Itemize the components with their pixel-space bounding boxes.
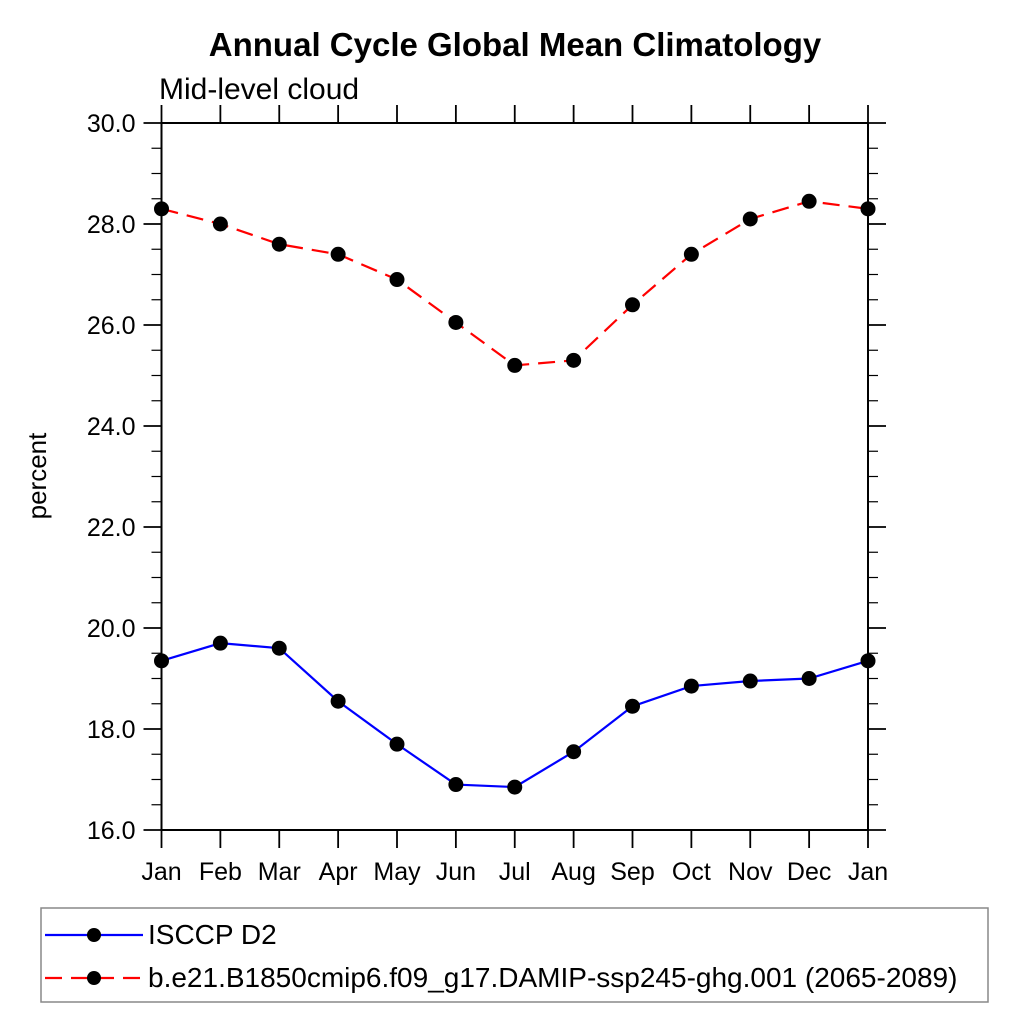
y-tick-label: 20.0 xyxy=(87,615,136,643)
legend: ISCCP D2 b.e21.B1850cmip6.f09_g17.DAMIP-… xyxy=(40,907,989,1003)
series-line-1 xyxy=(161,200,869,367)
legend-box xyxy=(40,907,989,1003)
x-tick-label: Mar xyxy=(258,858,301,886)
data-point-marker xyxy=(448,777,464,793)
x-tick-label: May xyxy=(373,858,421,886)
x-tick-label: Feb xyxy=(199,858,242,886)
y-tick-label: 26.0 xyxy=(87,312,136,340)
data-point-marker xyxy=(683,678,699,694)
data-point-marker xyxy=(154,201,169,217)
x-tick-label: Jul xyxy=(499,858,531,886)
data-point-marker xyxy=(271,640,287,656)
data-point-marker xyxy=(212,635,228,651)
data-point-marker xyxy=(566,352,582,368)
data-point-marker xyxy=(860,653,876,669)
x-tick-label: Jan xyxy=(848,858,888,886)
chart-title: Annual Cycle Global Mean Climatology xyxy=(209,26,822,63)
x-tick-label: Oct xyxy=(672,858,711,886)
y-tick-label: 30.0 xyxy=(87,110,136,138)
x-tick-label: Jan xyxy=(141,858,181,886)
x-tick-label: Jun xyxy=(436,858,476,886)
y-axis-label: percent xyxy=(22,432,52,519)
axes: 16.0 18.0 20.0 22.0 24.0 26.0 28.0 30.0 Jan Feb Ma… xyxy=(87,105,888,886)
chart-subtitle: Mid-level cloud xyxy=(159,73,359,106)
data-point-marker xyxy=(271,236,287,252)
data-point-marker xyxy=(860,201,876,217)
data-point-marker xyxy=(330,246,346,262)
y-tick-label: 16.0 xyxy=(87,817,136,845)
data-point-marker xyxy=(330,693,346,709)
data-point-marker xyxy=(801,193,817,209)
x-tick-label: Sep xyxy=(610,858,654,886)
plot-frame xyxy=(160,122,869,831)
data-point-marker xyxy=(742,211,758,227)
legend-marker-model xyxy=(87,971,101,985)
y-tick-label: 28.0 xyxy=(87,211,136,239)
data-point-marker xyxy=(154,653,169,669)
data-point-marker xyxy=(683,246,699,262)
data-point-marker xyxy=(389,272,405,288)
data-point-marker xyxy=(507,357,523,373)
data-point-marker xyxy=(212,216,228,232)
y-tick-label: 24.0 xyxy=(87,413,136,441)
legend-label-model: b.e21.B1850cmip6.f09_g17.DAMIP-ssp245-gh… xyxy=(148,962,957,993)
plot-series xyxy=(154,193,876,795)
data-point-marker xyxy=(625,297,640,313)
y-tick-label: 22.0 xyxy=(87,514,136,542)
data-point-marker xyxy=(566,744,582,760)
data-point-marker xyxy=(507,779,523,795)
x-tick-label: Dec xyxy=(787,858,831,886)
data-point-marker xyxy=(448,314,464,330)
data-point-marker xyxy=(801,671,817,686)
series-line-0 xyxy=(161,642,869,789)
legend-label-isccp: ISCCP D2 xyxy=(148,919,277,950)
x-tick-label: Apr xyxy=(319,858,358,886)
x-tick-label: Nov xyxy=(728,858,773,886)
data-point-marker xyxy=(742,673,758,689)
x-tick-label: Aug xyxy=(551,858,595,886)
data-point-marker xyxy=(389,736,405,752)
y-tick-label: 18.0 xyxy=(87,716,136,744)
legend-marker-isccp xyxy=(87,928,101,942)
data-point-marker xyxy=(625,698,640,714)
